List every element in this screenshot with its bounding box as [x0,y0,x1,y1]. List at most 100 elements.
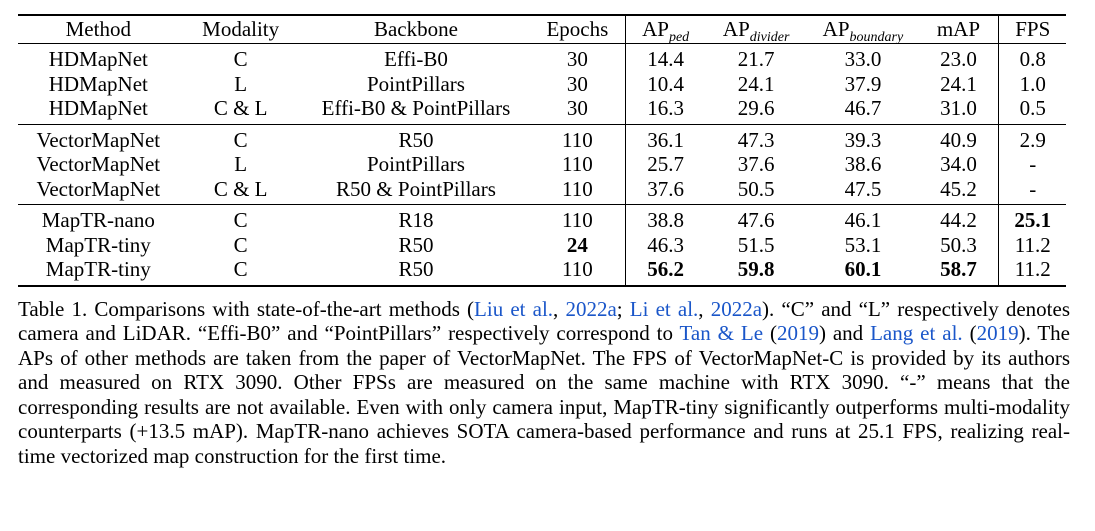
cell-modality: C [233,127,248,152]
cell-method: VectorMapNet [36,176,161,201]
cell-ap-ped: 36.1 [625,124,705,152]
citation-link[interactable]: 2019 [776,321,819,345]
cell-ap-divider: 37.6 [737,152,775,176]
cell-map: 40.9 [940,127,977,152]
cell-method: HDMapNet [48,47,148,71]
cell-fps: 0.8 [998,43,1066,72]
table-header: Method Modality Backbone Epochs APped AP… [18,15,1066,46]
table-row: HDMapNet C Effi-B0 30 14.4 21.7 33.0 23.… [18,43,1066,72]
header-ap-ped-base: AP [642,17,669,42]
cell-epochs: 110 [561,208,593,232]
header-backbone: Backbone [373,17,458,42]
cell-ap-ped: 25.7 [625,152,705,177]
cell-ap-divider: 21.7 [737,47,775,71]
header-ap-ped-sub: ped [668,30,690,46]
table-row: VectorMapNet C R50 110 36.1 47.3 39.3 40… [18,124,1066,152]
cell-modality: C [233,257,248,281]
caption-text: ; [616,296,630,321]
cell-ap-ped: 10.4 [625,71,705,96]
header-ap-ped: APped [625,15,705,46]
cell-ap-divider: 24.1 [737,71,775,96]
citation-link[interactable]: 2019 [976,321,1019,345]
citation-link[interactable]: Liu et al. [474,296,554,321]
cell-fps: 11.2 [998,232,1066,257]
cell-ap-boundary: 37.9 [844,71,882,96]
cell-backbone: R50 [398,257,434,281]
cell-backbone: Effi-B0 [384,47,448,71]
citation-link[interactable]: Tan & Le [679,321,764,345]
cell-map-best: 58.7 [940,257,977,281]
citation-link[interactable]: 2022a [710,296,763,321]
cell-ap-ped: 38.8 [625,204,705,233]
cell-ap-boundary: 38.6 [844,152,882,176]
caption-text: , [698,296,711,321]
cell-fps: - [998,152,1066,177]
cell-epochs: 110 [561,257,593,281]
header-epochs: Epochs [546,17,609,42]
header-ap-boundary-sub: boundary [849,30,904,46]
caption-text: ( [763,321,777,345]
cell-epochs: 110 [561,152,593,176]
cell-map: 23.0 [940,47,977,71]
cell-map: 44.2 [940,208,977,232]
cell-ap-ped: 37.6 [625,176,705,205]
cell-backbone: Effi-B0 & PointPillars [321,96,511,120]
cell-epochs: 110 [561,127,593,152]
cell-modality: C & L [213,176,268,201]
caption-text: ). “C” and “L” respec­tively denotes cam… [18,296,1071,346]
cell-backbone: PointPillars [366,152,465,176]
cell-map: 24.1 [940,71,977,96]
paper-page: Method Modality Backbone Epochs APped AP… [18,14,1076,489]
cell-method: MapTR-nano [41,208,155,232]
cell-epochs: 30 [566,47,588,71]
cell-method: MapTR-tiny [45,257,151,281]
cell-method: HDMapNet [48,71,148,96]
cell-ap-ped: 46.3 [625,232,705,257]
citation-link[interactable]: Lang et al. [870,321,963,345]
cell-ap-ped: 14.4 [625,43,705,72]
header-row: Method Modality Backbone Epochs APped AP… [18,15,1066,46]
cell-method: VectorMapNet [36,152,161,176]
comparison-table: Method Modality Backbone Epochs APped AP… [18,14,1066,287]
caption-text: , [553,296,566,321]
cell-method: MapTR-tiny [45,232,151,257]
cell-map: 45.2 [940,176,977,201]
cell-ap-boundary: 39.3 [844,127,882,152]
cell-fps: 2.9 [998,124,1066,152]
cell-modality: C & L [213,96,268,120]
caption-text: ). The APs of other methods are taken fr… [18,321,1071,468]
header-map: mAP [936,17,981,42]
cell-backbone: R50 & PointPillars [336,176,496,201]
cell-ap-ped: 16.3 [625,96,705,124]
cell-ap-boundary: 46.7 [844,96,882,120]
table-row: VectorMapNet C & L R50 & PointPillars 11… [18,176,1066,205]
cell-epochs-best: 24 [566,232,588,257]
cell-epochs: 110 [561,176,593,201]
table-group-hdmapnet: HDMapNet C Effi-B0 30 14.4 21.7 33.0 23.… [18,43,1066,124]
header-modality: Modality [202,17,280,42]
caption-text: ( [962,321,977,345]
cell-modality: C [233,47,248,71]
cell-map: 34.0 [940,152,977,176]
cell-backbone: PointPillars [366,71,465,96]
cell-backbone: R18 [398,208,434,232]
cell-ap-divider: 29.6 [737,96,775,120]
table-row: HDMapNet L PointPillars 30 10.4 24.1 37.… [18,71,1066,96]
cell-ap-divider: 51.5 [737,232,775,257]
citation-link[interactable]: Li et al. [629,296,699,321]
header-ap-boundary-base: AP [822,17,850,42]
cell-modality: C [233,232,248,257]
header-ap-divider-sub: divider [749,30,790,46]
cell-ap-divider: 50.5 [737,176,775,201]
cell-ap-divider: 47.3 [737,127,775,152]
table-caption: Table 1. Comparisons with state-of-the-a… [18,297,1070,469]
citation-link[interactable]: 2022a [565,296,617,321]
cell-map: 50.3 [940,232,977,257]
header-ap-divider-base: AP [722,17,750,42]
cell-fps: 1.0 [998,71,1066,96]
table-group-vectormapnet: VectorMapNet C R50 110 36.1 47.3 39.3 40… [18,124,1066,205]
cell-modality: C [233,208,248,232]
cell-method: VectorMapNet [36,127,161,152]
cell-fps: 0.5 [998,96,1066,124]
table-row: MapTR-tiny C R50 24 46.3 51.5 53.1 50.3 … [18,232,1066,257]
